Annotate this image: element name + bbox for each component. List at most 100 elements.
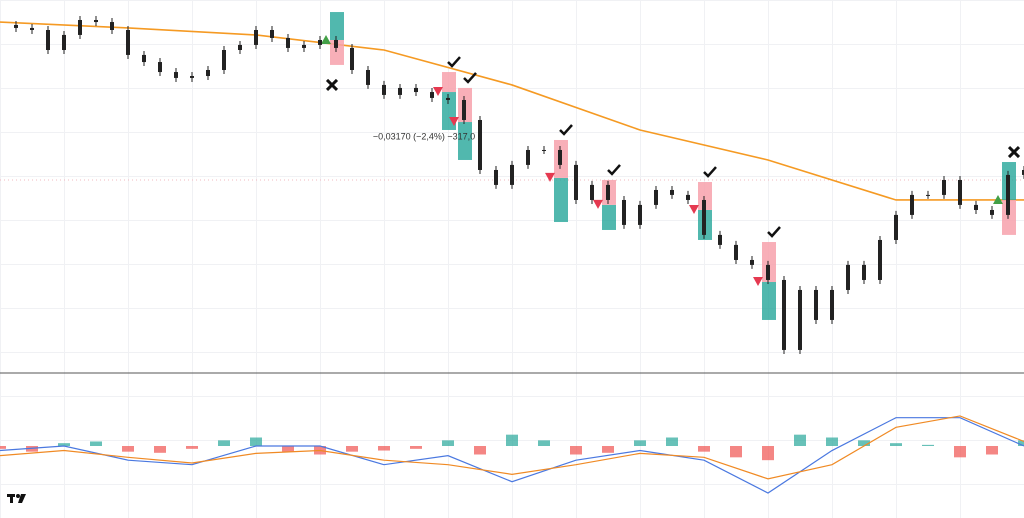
- macd-line: [0, 415, 1024, 480]
- stop-zone: [330, 39, 344, 65]
- histogram-bar: [762, 446, 774, 461]
- candle: [174, 72, 178, 78]
- loss-icon: [325, 78, 339, 91]
- win-icon: [767, 226, 781, 238]
- candle: [654, 189, 658, 205]
- histogram-bar: [538, 440, 550, 446]
- win-icon: [463, 72, 477, 84]
- long-signal: [993, 194, 1003, 204]
- candle: [1006, 174, 1010, 215]
- short-signal: [593, 199, 603, 209]
- histogram-bar: [826, 437, 838, 446]
- histogram-bar: [1018, 440, 1024, 446]
- histogram-bar: [730, 446, 742, 458]
- short-signal: [449, 117, 459, 127]
- candle: [590, 184, 594, 200]
- short-signal: [689, 204, 699, 214]
- candle: [190, 76, 194, 78]
- candle: [702, 199, 706, 235]
- histogram-bar: [154, 446, 166, 453]
- short-signal: [545, 172, 555, 182]
- candle: [750, 259, 754, 265]
- candle: [30, 27, 34, 30]
- histogram-bar: [218, 440, 230, 446]
- candle: [558, 149, 562, 165]
- histogram-bar: [186, 446, 198, 449]
- candle: [350, 47, 354, 70]
- histogram-bar: [282, 446, 294, 452]
- stop-zone: [762, 242, 776, 283]
- short-signal: [433, 87, 443, 97]
- macd-line: [0, 417, 1024, 494]
- histogram-bar: [698, 446, 710, 452]
- histogram-bar: [954, 446, 966, 458]
- target-zone: [458, 122, 472, 160]
- candle: [638, 204, 642, 225]
- candle: [78, 19, 82, 35]
- histogram-bar: [346, 446, 358, 452]
- candle: [158, 62, 162, 73]
- histogram-bar: [474, 446, 486, 455]
- candle: [686, 194, 690, 200]
- histogram-bar: [90, 441, 102, 446]
- candle: [510, 164, 514, 185]
- histogram-bar: [794, 434, 806, 446]
- candle: [382, 84, 386, 95]
- logo: [7, 494, 26, 503]
- candle: [478, 119, 482, 170]
- candle: [990, 209, 994, 215]
- candle: [446, 97, 450, 100]
- candle: [318, 39, 322, 45]
- histogram-bar: [986, 446, 998, 455]
- stop-zone: [1002, 199, 1016, 235]
- short-signal: [753, 277, 763, 287]
- candle: [846, 264, 850, 290]
- candle: [286, 37, 290, 48]
- candle: [462, 99, 466, 120]
- histogram-bar: [858, 440, 870, 446]
- histogram-bar: [250, 437, 262, 446]
- candle: [974, 204, 978, 210]
- candle: [222, 49, 226, 70]
- candle: [414, 87, 418, 93]
- candle: [302, 44, 306, 48]
- candle: [718, 234, 722, 245]
- candle: [126, 29, 130, 55]
- candle: [206, 69, 210, 77]
- moving-average: [0, 21, 1024, 201]
- candle: [830, 289, 834, 320]
- candle: [670, 189, 674, 195]
- candle: [958, 179, 962, 205]
- histogram-bar: [122, 446, 134, 452]
- candle: [526, 149, 530, 165]
- candle: [814, 289, 818, 320]
- candle: [238, 44, 242, 50]
- long-signal: [321, 34, 331, 44]
- candle: [798, 289, 802, 350]
- candle: [494, 169, 498, 185]
- candle: [894, 214, 898, 240]
- candle: [254, 29, 258, 45]
- stop-zone: [442, 72, 456, 93]
- candle: [366, 69, 370, 85]
- candle: [334, 39, 338, 48]
- histogram-bar: [602, 446, 614, 453]
- candle: [430, 92, 434, 98]
- candle: [606, 184, 610, 200]
- target-zone: [554, 177, 568, 223]
- target-zone: [602, 204, 616, 230]
- candle: [14, 24, 18, 28]
- candle: [62, 34, 66, 50]
- target-zone: [330, 12, 344, 40]
- candle: [1022, 169, 1024, 175]
- win-icon: [559, 124, 573, 136]
- candle: [46, 29, 50, 50]
- win-icon: [447, 56, 461, 68]
- candle: [734, 244, 738, 260]
- candle: [622, 199, 626, 225]
- histogram-bar: [378, 446, 390, 451]
- candle: [878, 239, 882, 280]
- histogram-bar: [58, 443, 70, 446]
- candle: [910, 194, 914, 215]
